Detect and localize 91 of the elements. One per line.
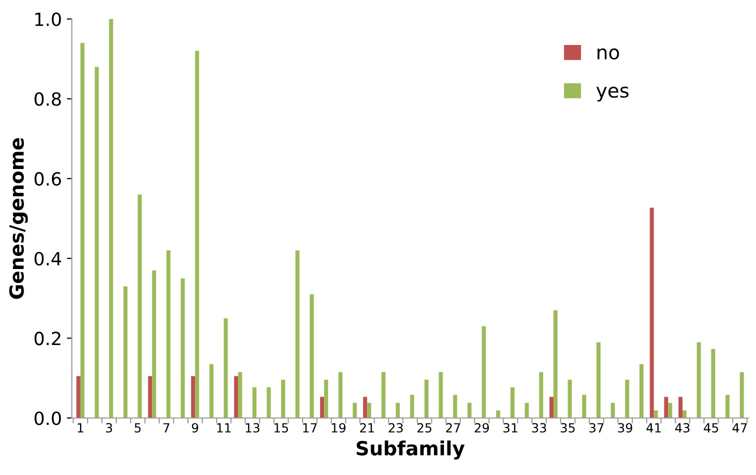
- x-tick-label: 43: [675, 423, 690, 433]
- bar: [682, 410, 687, 418]
- bar: [338, 372, 342, 418]
- y-axis-title: Genes/genome: [9, 138, 28, 299]
- x-tick-label: 7: [163, 423, 170, 432]
- bar: [180, 278, 185, 418]
- bar: [596, 342, 600, 418]
- bar: [553, 310, 558, 418]
- x-tick-label: 27: [446, 423, 460, 432]
- bar: [568, 380, 572, 418]
- bar: [496, 410, 500, 418]
- bar: [281, 380, 286, 418]
- x-tick-label: 25: [417, 423, 432, 433]
- x-tick-label: 29: [474, 423, 489, 433]
- x-tick-label: 19: [332, 423, 346, 433]
- bar: [438, 372, 443, 418]
- bar: [482, 326, 486, 418]
- x-tick-label: 3: [106, 423, 112, 433]
- bar: [726, 394, 730, 418]
- y-tick-label: 0.4: [34, 252, 62, 266]
- bar: [650, 208, 654, 418]
- bar: [678, 396, 682, 418]
- bar: [152, 270, 156, 418]
- bar: [696, 342, 701, 418]
- bar: [582, 394, 586, 418]
- legend-label: no: [598, 48, 619, 60]
- bar: [76, 376, 80, 418]
- x-tick-label: 15: [274, 423, 288, 433]
- bar: [654, 410, 658, 418]
- bar: [467, 402, 472, 418]
- x-tick-label: 13: [246, 423, 260, 433]
- bar: [410, 394, 414, 418]
- bar: [610, 402, 615, 418]
- bar: [191, 376, 196, 418]
- bar: [266, 387, 271, 418]
- bar: [209, 364, 214, 418]
- bar: [224, 318, 228, 418]
- bar: [234, 376, 238, 418]
- bar: [664, 396, 668, 418]
- bar: [396, 402, 400, 418]
- x-tick-label: 1: [78, 423, 84, 432]
- bar: [123, 286, 128, 418]
- bar: [195, 50, 200, 418]
- x-tick-label: 33: [532, 423, 546, 433]
- x-tick-label: 35: [560, 423, 575, 433]
- x-tick-label: 47: [732, 423, 747, 432]
- bar: [740, 372, 744, 418]
- bar: [138, 194, 142, 418]
- y-tick-label: 0.8: [34, 92, 61, 106]
- y-tick-label: 0.6: [34, 172, 61, 186]
- x-tick-label: 31: [503, 423, 518, 433]
- x-axis-title: Subfamily: [356, 440, 465, 460]
- bar: [80, 42, 84, 418]
- bar: [352, 402, 357, 418]
- bar: [524, 402, 529, 418]
- x-tick-label: 41: [646, 423, 661, 432]
- bar: [166, 250, 170, 418]
- bar: [510, 387, 514, 418]
- x-tick-label: 5: [134, 423, 141, 433]
- x-tick-label: 37: [589, 423, 604, 433]
- bar: [549, 396, 554, 418]
- bar: [252, 387, 256, 418]
- bar: [711, 348, 716, 418]
- bar: [320, 396, 324, 418]
- bar: [363, 396, 368, 418]
- bar: [625, 380, 630, 418]
- bar: [639, 364, 644, 418]
- bar: [324, 380, 328, 418]
- x-tick-label: 45: [704, 423, 718, 433]
- bar: [94, 66, 99, 418]
- bar: [310, 294, 314, 418]
- y-tick-label: 1.0: [35, 12, 61, 26]
- bar: [367, 402, 372, 418]
- x-tick-label: 21: [360, 423, 374, 432]
- bar: [539, 372, 544, 418]
- bar: [381, 372, 386, 418]
- bar: [295, 250, 300, 418]
- y-tick-label: 0.0: [34, 411, 61, 426]
- x-tick-label: 11: [217, 423, 231, 432]
- bar: [148, 376, 152, 418]
- bar: [238, 372, 242, 418]
- legend-label: yes: [596, 86, 628, 102]
- x-tick-label: 39: [618, 423, 632, 433]
- y-tick-label: 0.2: [34, 332, 60, 346]
- bar: [109, 19, 114, 418]
- bar: [453, 394, 458, 418]
- x-tick-label: 17: [303, 423, 317, 432]
- x-tick-label: 9: [192, 423, 198, 433]
- bar: [668, 402, 672, 418]
- bar: [424, 380, 428, 418]
- x-tick-label: 23: [388, 423, 403, 433]
